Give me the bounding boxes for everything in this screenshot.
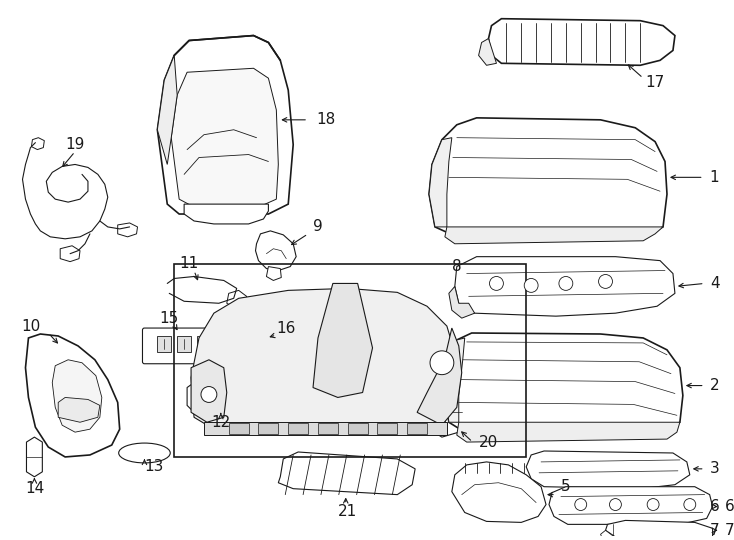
Polygon shape [445,227,663,244]
Polygon shape [243,323,270,354]
Polygon shape [229,423,249,434]
Polygon shape [288,423,308,434]
Text: 7: 7 [724,523,734,538]
Polygon shape [429,395,465,437]
Circle shape [430,351,454,375]
Polygon shape [445,333,683,432]
Polygon shape [191,360,227,422]
Circle shape [599,274,612,288]
Polygon shape [191,288,455,432]
Polygon shape [177,336,191,352]
FancyBboxPatch shape [142,328,233,364]
Circle shape [575,498,586,510]
Circle shape [609,498,622,510]
Polygon shape [197,336,211,352]
Text: 21: 21 [338,504,357,519]
Polygon shape [429,138,452,227]
Polygon shape [455,256,675,316]
Polygon shape [26,334,120,457]
Polygon shape [171,68,278,207]
Bar [174,264,526,457]
Polygon shape [318,423,338,434]
Polygon shape [417,328,462,425]
Polygon shape [479,38,496,65]
Circle shape [490,276,504,291]
Text: 6: 6 [710,499,719,514]
Polygon shape [157,56,177,165]
Polygon shape [117,223,137,237]
Text: 9: 9 [313,219,323,234]
Polygon shape [313,284,373,397]
Polygon shape [489,19,675,65]
Text: 7: 7 [710,523,719,538]
Text: 18: 18 [316,112,335,127]
Text: 3: 3 [710,461,719,476]
Polygon shape [449,286,475,318]
Text: 10: 10 [21,319,40,334]
Polygon shape [199,388,211,407]
Text: 13: 13 [145,460,164,474]
Polygon shape [219,388,230,407]
Polygon shape [600,530,614,540]
Polygon shape [227,291,247,308]
Circle shape [684,498,696,510]
Polygon shape [184,204,269,224]
Polygon shape [26,437,43,477]
Text: 16: 16 [277,321,296,335]
Polygon shape [58,397,100,422]
Polygon shape [52,360,102,432]
Polygon shape [348,423,368,434]
Ellipse shape [119,443,170,463]
Polygon shape [266,267,281,280]
Polygon shape [526,451,690,489]
Polygon shape [549,487,713,524]
Circle shape [201,387,217,402]
Text: 5: 5 [561,479,570,494]
Text: 12: 12 [211,415,230,430]
Polygon shape [60,246,80,261]
Polygon shape [452,462,546,522]
Text: 17: 17 [645,75,665,90]
Text: 14: 14 [26,481,45,496]
Circle shape [524,279,538,292]
Text: 4: 4 [710,276,719,291]
Text: 20: 20 [479,435,498,450]
Polygon shape [236,388,249,407]
Polygon shape [157,36,293,214]
Polygon shape [457,422,680,442]
Polygon shape [377,423,397,434]
Polygon shape [204,422,447,435]
Text: 1: 1 [710,170,719,185]
Polygon shape [407,423,427,434]
Text: 19: 19 [65,137,84,152]
Text: 11: 11 [179,256,199,271]
Text: 6: 6 [724,499,734,514]
Text: 2: 2 [710,378,719,393]
Polygon shape [255,231,296,271]
Polygon shape [32,138,44,150]
Text: 15: 15 [159,310,179,326]
Polygon shape [258,423,278,434]
Circle shape [559,276,573,291]
Text: 8: 8 [452,259,462,274]
Polygon shape [606,521,713,540]
Circle shape [647,498,659,510]
Polygon shape [445,338,465,422]
Polygon shape [187,382,256,413]
Polygon shape [429,118,667,237]
Polygon shape [278,452,415,495]
Polygon shape [157,336,171,352]
